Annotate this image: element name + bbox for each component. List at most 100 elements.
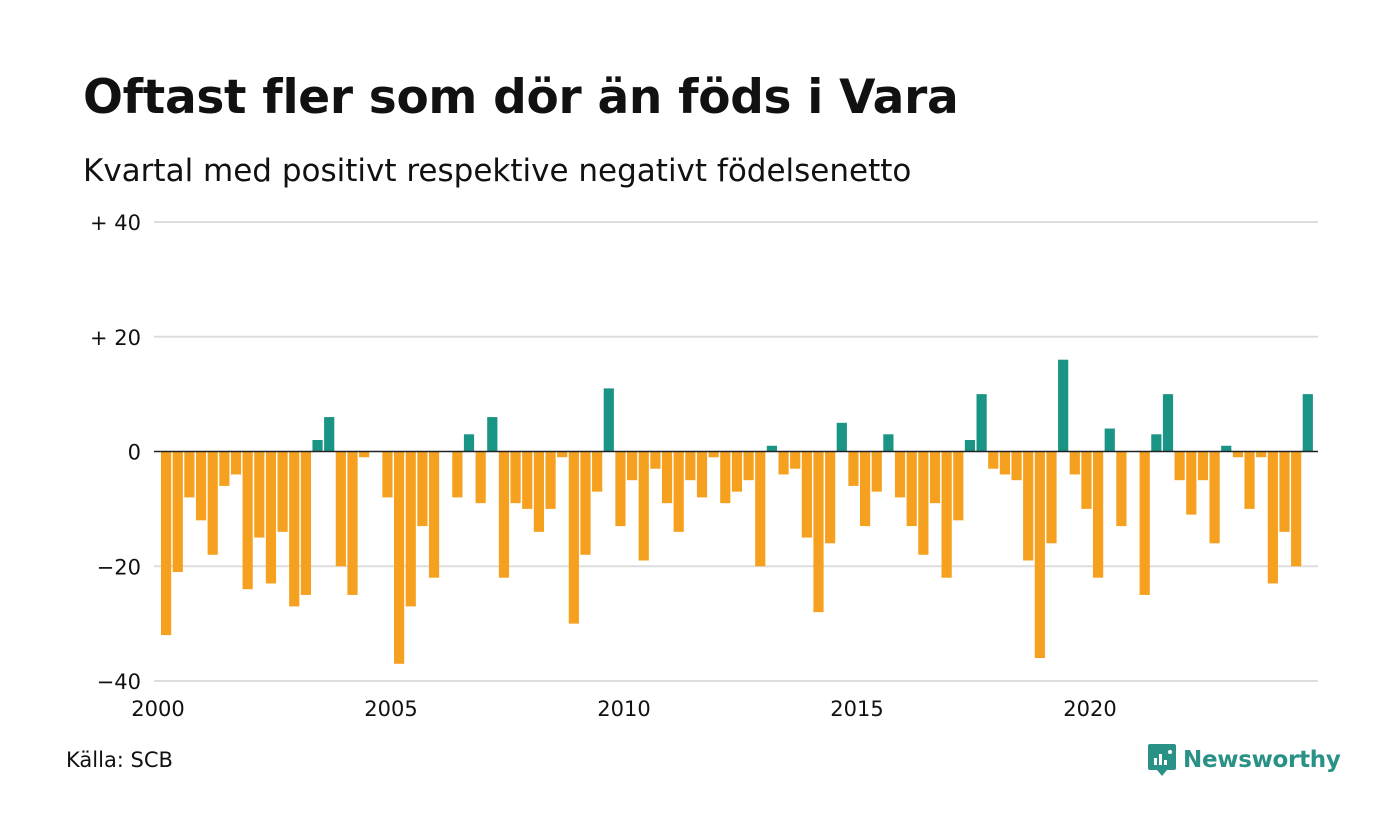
bar-q91 — [1209, 451, 1220, 544]
bar-q44 — [661, 451, 673, 504]
bar-q74 — [1011, 451, 1022, 481]
bar-q22 — [405, 451, 416, 607]
gridlines — [154, 221, 1318, 682]
bar-q6 — [219, 451, 230, 486]
bar-q18 — [359, 451, 370, 458]
bar-q15 — [324, 417, 335, 452]
bar-q41 — [627, 451, 638, 481]
bar-q45 — [673, 451, 684, 532]
bar-q99 — [1302, 394, 1313, 452]
y-tick-label: −20 — [97, 555, 141, 579]
bar-q40 — [615, 451, 626, 527]
bar-q48 — [708, 451, 719, 458]
bar-q33 — [533, 451, 544, 532]
x-tick-label: 2015 — [830, 697, 883, 721]
chart-title: Oftast fler som dör än föds i Vara — [83, 70, 959, 125]
brand-name: Newsworthy — [1183, 747, 1341, 773]
bar-q4 — [195, 451, 207, 521]
bar-q8 — [242, 451, 253, 590]
bar-q50 — [731, 451, 743, 492]
bar-q29 — [487, 417, 498, 452]
bar-q12 — [289, 451, 300, 607]
bar-q59 — [836, 422, 847, 452]
x-tick-label: 2005 — [364, 697, 417, 721]
bars — [161, 359, 1313, 664]
bar-q26 — [452, 451, 463, 498]
bar-q95 — [1256, 451, 1267, 458]
bar-q14 — [312, 440, 323, 452]
bar-q9 — [254, 451, 265, 538]
bar-q1 — [161, 451, 172, 636]
bar-q78 — [1058, 359, 1069, 452]
bar-q64 — [894, 451, 906, 498]
bar-q53 — [766, 445, 777, 452]
bar-q27 — [463, 434, 475, 452]
bar-q83 — [1116, 451, 1127, 527]
bar-q20 — [382, 451, 393, 498]
bar-q77 — [1046, 451, 1057, 544]
bar-q43 — [650, 451, 661, 469]
bar-q67 — [929, 451, 941, 504]
bar-q31 — [510, 451, 521, 504]
axis-labels: −40 −20 0 + 20 + 40 2000 2005 2010 2015 2020 — [90, 211, 1318, 721]
bar-q38 — [592, 451, 603, 492]
bar-q61 — [860, 451, 871, 527]
bar-q98 — [1291, 451, 1302, 567]
y-tick-label: + 40 — [90, 211, 141, 235]
bar-q36 — [568, 451, 579, 624]
bar-q24 — [428, 451, 440, 578]
bar-q47 — [696, 451, 708, 498]
x-tick-label: 2000 — [131, 697, 184, 721]
bar-q82 — [1104, 428, 1115, 452]
source-note: Källa: SCB — [66, 748, 173, 772]
bar-q71 — [976, 394, 987, 452]
bar-q65 — [906, 451, 917, 527]
bar-q30 — [498, 451, 510, 578]
bar-q52 — [755, 451, 766, 567]
bar-q58 — [825, 451, 836, 544]
bar-q57 — [813, 451, 824, 613]
bar-q10 — [265, 451, 277, 584]
bar-q37 — [580, 451, 591, 555]
bar-q11 — [277, 451, 288, 532]
bar-q90 — [1197, 451, 1209, 481]
bar-q79 — [1069, 451, 1080, 475]
bar-q42 — [638, 451, 649, 561]
bar-q62 — [871, 451, 882, 492]
bar-q21 — [394, 451, 405, 664]
bar-q93 — [1232, 451, 1243, 458]
bar-q5 — [207, 451, 218, 555]
bar-q72 — [988, 451, 999, 469]
bar-q16 — [335, 451, 346, 567]
newsworthy-logo-icon — [1148, 744, 1176, 776]
bar-q34 — [545, 451, 556, 509]
brand-logo: Newsworthy — [1147, 742, 1341, 778]
bar-chart: −40 −20 0 + 20 + 40 2000 2005 2010 2015 2020 — [90, 211, 1318, 721]
bar-q49 — [720, 451, 731, 504]
bar-q17 — [347, 451, 358, 595]
bar-q63 — [883, 434, 894, 452]
bar-q97 — [1279, 451, 1290, 532]
bar-q92 — [1221, 445, 1232, 452]
chart-subtitle: Kvartal med positivt respektive negativt… — [83, 153, 912, 189]
x-tick-label: 2020 — [1063, 697, 1116, 721]
bar-q32 — [522, 451, 533, 509]
bar-q46 — [685, 451, 696, 481]
bar-q70 — [964, 440, 976, 452]
bar-q85 — [1139, 451, 1150, 595]
bar-q76 — [1034, 451, 1045, 659]
y-tick-label: 0 — [128, 441, 141, 465]
y-tick-label: + 20 — [90, 326, 141, 350]
bar-q75 — [1023, 451, 1034, 561]
bar-q39 — [603, 388, 614, 452]
bar-q68 — [941, 451, 952, 578]
bar-q2 — [172, 451, 183, 572]
bar-q69 — [953, 451, 964, 521]
bar-q56 — [801, 451, 812, 538]
bar-q86 — [1151, 434, 1162, 452]
bar-q80 — [1081, 451, 1092, 509]
bar-q89 — [1186, 451, 1197, 515]
bar-q66 — [918, 451, 929, 555]
bar-q88 — [1174, 451, 1185, 481]
bar-q96 — [1267, 451, 1278, 584]
